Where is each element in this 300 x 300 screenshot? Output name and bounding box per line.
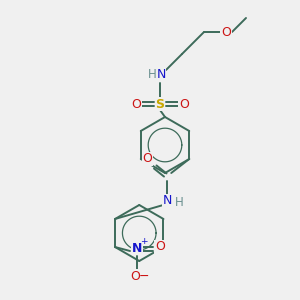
Text: N: N	[156, 68, 166, 82]
Text: H: H	[175, 196, 184, 209]
Text: O: O	[179, 98, 189, 110]
Text: O: O	[131, 98, 141, 110]
Text: O: O	[142, 152, 152, 166]
Text: H: H	[148, 68, 156, 82]
Text: N: N	[132, 242, 142, 254]
Text: O: O	[155, 241, 165, 254]
Text: +: +	[140, 238, 148, 247]
Text: O: O	[130, 269, 140, 283]
Text: N: N	[163, 194, 172, 208]
Text: S: S	[155, 98, 164, 110]
Text: O: O	[221, 26, 231, 38]
Text: −: −	[139, 269, 149, 283]
